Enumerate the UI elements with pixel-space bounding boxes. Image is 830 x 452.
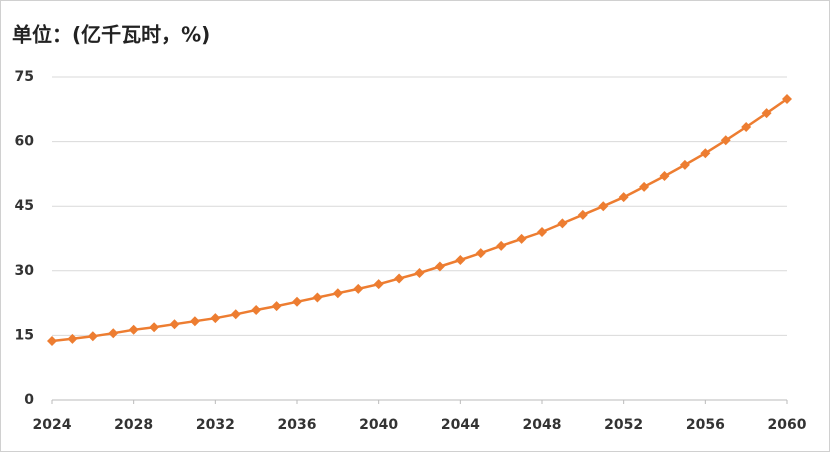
data-point xyxy=(720,135,731,146)
x-tick-label: 2048 xyxy=(523,417,562,433)
data-point xyxy=(149,322,160,333)
x-tick-label: 2044 xyxy=(441,417,480,433)
data-point xyxy=(353,283,364,294)
x-tick-label: 2040 xyxy=(359,417,398,433)
y-tick-label: 75 xyxy=(15,69,34,85)
data-point xyxy=(782,93,792,104)
x-tick-label: 2032 xyxy=(196,417,235,433)
data-point xyxy=(496,240,507,251)
data-point xyxy=(741,121,752,132)
data-point xyxy=(618,192,629,203)
data-point xyxy=(394,273,405,284)
data-point xyxy=(67,333,78,344)
x-tick-label: 2024 xyxy=(33,417,72,433)
data-point xyxy=(210,313,221,324)
data-point xyxy=(292,296,302,307)
data-point xyxy=(537,227,547,238)
chart-title: 单位：(亿千瓦时，%) xyxy=(12,23,210,47)
y-tick-label: 45 xyxy=(15,198,34,214)
data-point xyxy=(373,279,384,290)
data-point xyxy=(598,201,609,212)
x-tick-label: 2056 xyxy=(686,417,725,433)
data-point xyxy=(761,108,772,119)
data-point xyxy=(47,335,57,346)
x-tick-label: 2060 xyxy=(768,417,807,433)
y-tick-label: 30 xyxy=(15,263,35,279)
data-point xyxy=(312,292,323,303)
data-point xyxy=(332,288,343,299)
x-tick-label: 2028 xyxy=(114,417,153,433)
data-point xyxy=(455,255,466,266)
data-point xyxy=(639,181,650,192)
y-tick-label: 0 xyxy=(24,392,34,408)
data-point xyxy=(679,159,690,170)
data-point xyxy=(230,309,241,320)
data-point xyxy=(434,261,445,272)
data-point xyxy=(700,148,711,159)
data-point xyxy=(516,233,527,244)
data-point xyxy=(577,209,588,220)
y-tick-label: 15 xyxy=(15,327,34,343)
data-point xyxy=(87,331,98,342)
data-point xyxy=(128,324,139,335)
x-tick-label: 2052 xyxy=(604,417,643,433)
x-tick-label: 2036 xyxy=(278,417,317,433)
data-point xyxy=(108,328,119,339)
data-point xyxy=(271,301,282,312)
y-tick-label: 60 xyxy=(15,134,35,150)
data-point xyxy=(557,218,568,229)
data-point xyxy=(169,319,180,330)
data-point xyxy=(189,316,200,327)
data-point xyxy=(251,304,262,315)
data-point xyxy=(414,267,425,278)
data-point xyxy=(659,171,670,182)
data-point xyxy=(475,248,486,259)
